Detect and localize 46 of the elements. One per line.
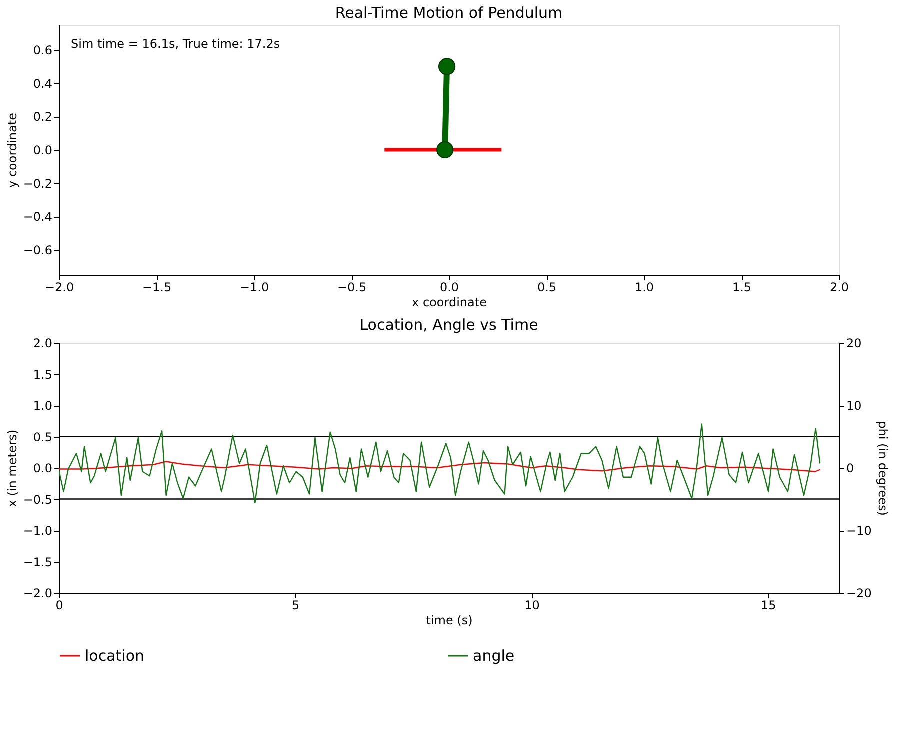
y-tick-label: 0.2 (33, 110, 52, 124)
x-tick-label: 0 (56, 598, 64, 612)
chart-title: Location, Angle vs Time (360, 316, 538, 334)
legend-label: location (85, 647, 145, 665)
y-tick-label: −0.2 (23, 176, 52, 191)
legend-label: angle (473, 647, 515, 665)
y-axis-title: y coordinate (5, 113, 20, 188)
y-tick-label: 0.0 (33, 462, 52, 476)
y2-axis-title: phi (in degrees) (876, 421, 890, 516)
y-tick-label: 0.4 (33, 76, 52, 91)
x-tick-label: −1.0 (240, 280, 270, 294)
x-tick-label: 0.0 (440, 280, 460, 294)
x-tick-label: 1.5 (732, 280, 752, 294)
y-tick-label: −1.5 (23, 555, 52, 570)
x-tick-label: 0.5 (537, 280, 557, 294)
y2-tick-label: 20 (846, 336, 862, 350)
x-tick-label: −2.0 (44, 280, 74, 294)
x-tick-label: −1.5 (142, 280, 172, 294)
chart-title: Real-Time Motion of Pendulum (335, 4, 563, 22)
y-tick-label: 1.0 (33, 399, 52, 413)
annotation: Sim time = 16.1s, True time: 17.2s (71, 37, 280, 51)
x-tick-label: 2.0 (830, 280, 850, 294)
line-series (59, 461, 821, 472)
y-tick-label: 0.5 (33, 430, 52, 444)
x-tick-label: 10 (524, 598, 540, 612)
x-tick-label: 15 (760, 598, 776, 612)
y-tick-label: 0.6 (33, 44, 52, 58)
x-axis-title: x coordinate (412, 296, 487, 310)
y2-tick-label: −20 (846, 586, 872, 600)
y-tick-label: 0.0 (33, 144, 52, 158)
line-series (59, 424, 821, 504)
y-tick-label: −0.6 (23, 244, 52, 258)
y2-tick-label: 10 (846, 399, 862, 413)
y2-tick-label: 0 (846, 462, 854, 476)
y-tick-label: −0.5 (23, 492, 52, 507)
y-tick-label: −2.0 (23, 586, 52, 600)
y2-tick-label: −10 (846, 524, 872, 538)
y-tick-label: −0.4 (23, 210, 52, 224)
x-axis-title: time (s) (426, 614, 473, 628)
y-axis-title: x (in meters) (5, 430, 20, 508)
y-tick-label: −1.0 (23, 524, 52, 538)
y-tick-label: 1.5 (33, 368, 52, 382)
x-tick-label: 5 (292, 598, 300, 612)
x-tick-label: 1.0 (634, 280, 654, 294)
x-tick-label: −0.5 (337, 280, 367, 294)
y-tick-label: 2.0 (33, 336, 52, 350)
